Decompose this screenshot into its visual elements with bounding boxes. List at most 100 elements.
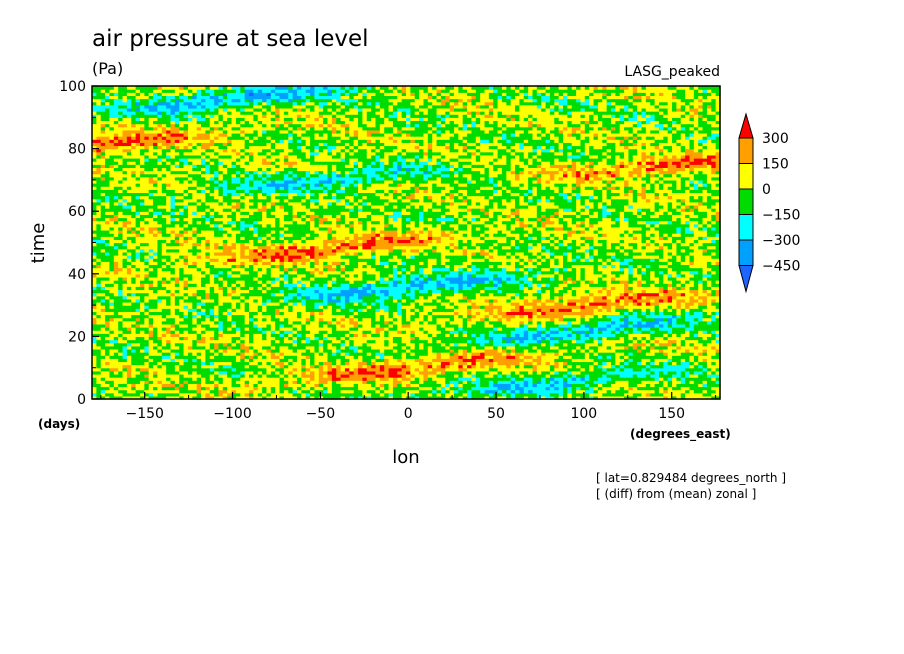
heatmap-cell [471,380,477,384]
heatmap-cell [698,358,704,363]
heatmap-cell [597,339,603,344]
heatmap-cell [558,392,564,397]
heatmap-cell [654,392,660,397]
heatmap-cell [201,373,206,378]
heatmap-cell [240,336,246,341]
heatmap-cell [449,392,455,397]
heatmap-cell [122,364,128,369]
heatmap-cell [275,330,281,334]
heatmap-cell [645,367,651,372]
heatmap-cell [318,383,324,388]
heatmap-cell [689,392,695,397]
heatmap-cell [576,352,582,356]
heatmap-cell [358,392,363,397]
heatmap-cell [214,327,220,331]
heatmap-cell [331,383,337,388]
heatmap-cell [166,358,172,363]
heatmap-cell [153,330,159,334]
heatmap-cell [606,355,612,359]
heatmap-cell [135,361,141,366]
heatmap-cell [558,342,564,347]
heatmap-cell [170,361,176,366]
heatmap-cell [340,361,346,366]
heatmap-cell [336,377,342,381]
heatmap-cell [249,392,254,397]
heatmap-cell [427,330,433,334]
heatmap-cell [685,392,691,397]
heatmap-cell [663,392,669,397]
heatmap-cell [148,389,154,394]
heatmap-cell [619,395,625,400]
heatmap-cell [388,377,394,381]
heatmap-cell [244,339,250,344]
heatmap-cell [471,377,477,381]
heatmap-cell [379,364,385,369]
heatmap-cell [584,336,590,341]
heatmap-cell [166,355,172,359]
heatmap-cell [240,333,246,337]
heatmap-cell [689,364,695,369]
heatmap-cell [235,392,241,397]
heatmap-cell [619,327,625,331]
heatmap-cell [453,380,459,384]
heatmap-cell [218,364,224,369]
heatmap-cell [375,364,381,369]
heatmap-cell [340,339,346,344]
heatmap-cell [545,352,551,356]
heatmap-cell [606,389,612,394]
heatmap-cell [157,377,163,381]
heatmap-cell [118,392,124,397]
heatmap-cell [462,327,468,331]
heatmap-cell [545,370,551,375]
heatmap-cell [628,352,634,356]
heatmap-cell [419,355,425,359]
heatmap-cell [331,367,337,372]
heatmap-cell [685,361,691,366]
heatmap-cell [161,345,167,350]
heatmap-cell [135,327,141,331]
heatmap-cell [549,355,555,359]
heatmap-cell [209,380,215,384]
heatmap-cell [501,364,507,369]
heatmap-cell [270,386,276,391]
heatmap-cell [414,327,420,331]
heatmap-cell [602,358,608,363]
heatmap-cell [702,339,708,344]
heatmap-cell [615,361,621,366]
heatmap-cell [323,327,329,331]
heatmap-cell [414,323,420,328]
heatmap-cell [318,352,324,356]
heatmap-cell [471,392,477,397]
heatmap-cell [471,389,477,394]
heatmap-cell [576,392,582,397]
heatmap-cell [475,392,481,397]
heatmap-cell [253,373,259,378]
heatmap-cell [410,352,416,356]
heatmap-cell [240,370,246,375]
heatmap-cell [406,386,411,391]
heatmap-cell [440,345,446,350]
heatmap-cell [157,386,163,391]
heatmap-cell [222,358,228,363]
heatmap-cell [619,380,625,384]
heatmap-cell [148,395,154,400]
heatmap-cell [650,383,656,388]
heatmap-cell [144,370,150,375]
heatmap-cell [475,348,481,353]
heatmap-cell [331,389,337,394]
heatmap-cell [715,383,721,388]
heatmap-cell [397,327,403,331]
heatmap-cell [349,367,355,372]
heatmap-cell [222,383,228,388]
heatmap-cell [445,358,451,363]
heatmap-cell [196,345,202,350]
heatmap-cell [632,370,638,375]
heatmap-cell [201,370,206,375]
heatmap-cell [388,348,394,353]
heatmap-cell [532,395,538,400]
heatmap-cell [672,355,677,359]
heatmap-cell [519,392,525,397]
heatmap-cell [445,377,451,381]
heatmap-cell [523,348,529,353]
heatmap-cell [196,373,202,378]
